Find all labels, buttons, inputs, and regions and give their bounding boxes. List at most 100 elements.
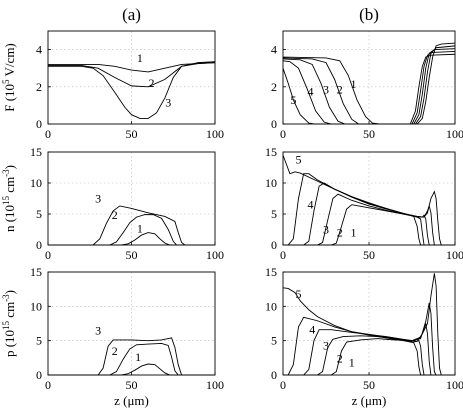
series-line-1 [283,273,455,376]
y-axis-label-part: V/cm) [2,43,17,79]
x-tick-label: 50 [363,378,375,392]
y-tick-label: 15 [265,145,277,159]
y-tick-label: 10 [265,176,277,190]
series-line-2 [48,342,215,376]
curve-label-5: 5 [290,93,296,107]
y-tick-label: 15 [265,265,277,279]
y-axis-label-part: ) [2,290,17,294]
series-line-1 [48,232,215,246]
y-tick-label: 0 [271,117,277,131]
y-axis-label-part: ) [2,165,17,169]
x-tick-label: 0 [45,378,51,392]
series-line-3 [283,323,455,376]
y-axis-label-part: 15 [1,320,11,330]
y-axis-label: n (1015 cm-3) [1,165,17,232]
x-tick-label: 100 [446,248,463,262]
x-tick-label: 0 [45,127,51,141]
y-tick-label: 5 [36,207,42,221]
y-tick-label: 0 [271,368,277,382]
curve-label-1: 1 [349,356,355,370]
curve-label-1: 1 [351,77,357,91]
curve-label-5: 5 [295,152,301,166]
curve-label-2: 2 [337,352,343,366]
y-tick-label: 0 [36,368,42,382]
column-label: (b) [359,5,379,24]
x-tick-label: 0 [45,248,51,262]
series-line-2 [48,214,215,246]
x-tick-label: 50 [126,378,138,392]
curve-label-3: 3 [95,192,101,206]
series-line-3 [48,61,216,119]
y-axis-label-part: 15 [1,195,11,205]
curve-label-5: 5 [295,287,301,301]
x-tick-label: 100 [206,127,224,141]
y-axis-label-part: -3 [1,169,11,177]
curve-label-3: 3 [165,96,171,110]
curve-label-3: 3 [323,83,329,97]
curve-label-3: 3 [323,223,329,237]
y-axis-label-part: n (10 [2,205,17,232]
curve-label-2: 2 [149,76,155,90]
y-tick-label: 5 [36,334,42,348]
y-tick-label: 10 [30,176,42,190]
axis-frame [47,271,216,376]
series-line-3 [283,182,455,246]
y-tick-label: 2 [36,80,42,94]
y-tick-label: 4 [36,43,42,57]
y-tick-label: 0 [271,238,277,252]
series-line-2 [48,62,216,88]
x-tick-label: 50 [126,248,138,262]
y-axis-label-part: cm [2,177,17,196]
y-axis-label-part: p (10 [2,330,17,357]
x-tick-label: 100 [206,378,224,392]
curve-label-3: 3 [323,338,329,352]
x-axis-label: z (μm) [352,393,387,408]
y-axis-label: p (1015 cm-3) [1,290,17,357]
y-tick-label: 0 [36,117,42,131]
x-tick-label: 100 [206,248,224,262]
y-axis-label-part: -3 [1,294,11,302]
curve-label-4: 4 [309,323,315,337]
curve-label-2: 2 [337,226,343,240]
y-axis-label: F (105 V/cm) [1,43,17,112]
y-tick-label: 5 [271,334,277,348]
curve-label-1: 1 [351,226,357,240]
x-tick-label: 100 [446,127,463,141]
y-axis-label-part: F (10 [2,84,17,112]
y-tick-label: 4 [271,43,277,57]
y-tick-label: 0 [36,238,42,252]
curve-label-1: 1 [137,51,143,65]
axis-frame [47,30,216,125]
y-tick-label: 15 [30,265,42,279]
curve-label-3: 3 [95,323,101,337]
series-line-4 [283,316,455,376]
series-line-1 [48,62,216,73]
curve-label-4: 4 [308,198,314,212]
series-line-5 [282,287,455,376]
x-tick-label: 50 [363,248,375,262]
x-tick-label: 50 [126,127,138,141]
series-line-2 [283,193,455,246]
y-axis-label-part: cm [2,302,17,321]
x-tick-label: 0 [280,248,286,262]
series-line-3 [48,337,215,376]
curve-label-2: 2 [112,344,118,358]
y-tick-label: 5 [271,207,277,221]
curve-label-2: 2 [112,208,118,222]
y-tick-label: 10 [30,299,42,313]
y-tick-label: 10 [265,299,277,313]
series-line-1 [48,363,215,376]
y-tick-label: 15 [30,145,42,159]
x-tick-label: 0 [280,378,286,392]
curve-label-1: 1 [135,350,141,364]
column-label: (a) [122,5,141,24]
y-tick-label: 2 [271,80,277,94]
y-axis-label-part: 5 [1,79,11,84]
series-line-3 [48,205,215,246]
